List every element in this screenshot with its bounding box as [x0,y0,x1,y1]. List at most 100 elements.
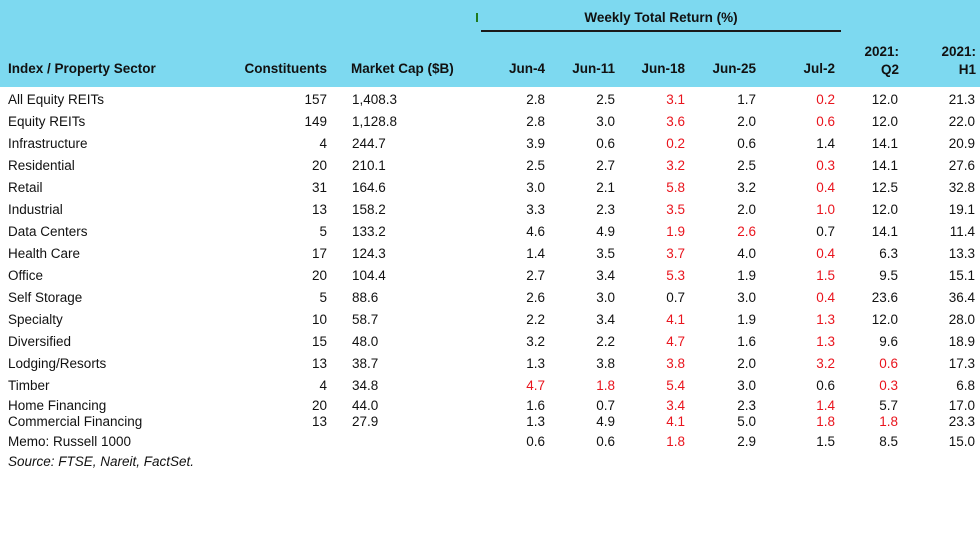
table-row: Equity REITs 149 1,128.8 2.8 3.0 3.6 2.0 0.6 12.… [0,110,980,132]
return-cell: 0.6 [879,355,898,371]
sector-cell: Timber [8,377,50,393]
return-cell: 3.9 [526,135,545,151]
sector-cell: Specialty [8,311,63,327]
return-cell: 1.4 [816,135,835,151]
sector-cell: Home Financing [8,397,107,413]
sector-cell: Retail [8,179,43,195]
market-cap-cell: 1,128.8 [352,113,398,129]
return-cell: 4.0 [737,245,756,261]
return-cell: 12.0 [871,311,898,327]
return-cell: 3.8 [666,355,685,371]
sector-cell: Data Centers [8,223,88,239]
column-header-jun-11: Jun-11 [572,61,615,76]
return-cell: 8.5 [879,434,898,449]
market-cap-cell: 58.7 [352,311,379,327]
table-row: Data Centers 5 133.2 4.6 4.9 1.9 2.6 0.7 14.1 11.… [0,220,980,242]
return-cell: 9.6 [879,333,898,349]
market-cap-cell: 44.0 [352,397,379,413]
market-cap-cell: 244.7 [352,135,386,151]
table-header: Weekly Total Return (%) Index / Property… [0,0,980,87]
constituents-cell: 13 [311,355,327,371]
return-cell: 1.4 [526,245,545,261]
return-cell: 3.0 [737,289,756,305]
return-cell: 2.1 [596,179,615,195]
return-cell: 1.8 [879,414,898,429]
market-cap-cell: 38.7 [352,355,379,371]
return-cell: 1.9 [666,223,685,239]
return-cell: 5.7 [879,397,898,413]
period-label-year: 2021: [864,44,899,59]
table-row: Retail 31 164.6 3.0 2.1 5.8 3.2 0.4 12.5 32.8 [0,176,980,198]
return-cell: 14.1 [871,135,898,151]
return-cell: 20.9 [948,135,975,151]
return-cell: 1.8 [596,377,615,393]
period-label-half: H1 [958,62,976,77]
table-row: Residential 20 210.1 2.5 2.7 3.2 2.5 0.3 14.1 27.… [0,154,980,176]
table-row: Health Care 17 124.3 1.4 3.5 3.7 4.0 0.4 6.3 13.3 [0,242,980,264]
return-cell: 1.6 [737,333,756,349]
table-row: Lodging/Resorts 13 38.7 1.3 3.8 3.8 2.0 3.2 0.6 1… [0,352,980,374]
return-cell: 13.3 [948,245,975,261]
column-header-jun-4: Jun-4 [508,61,545,76]
return-cell: 12.5 [871,179,898,195]
return-cell: 5.3 [666,267,685,283]
sector-cell: All Equity REITs [8,91,105,107]
return-cell: 2.0 [737,355,756,371]
return-cell: 2.5 [526,157,545,173]
market-cap-cell: 48.0 [352,333,379,349]
return-cell: 0.7 [816,223,835,239]
return-cell: 1.8 [816,414,835,429]
return-cell: 2.0 [737,201,756,217]
return-cell: 27.6 [948,157,975,173]
return-cell: 21.3 [948,91,975,107]
return-cell: 4.7 [666,333,685,349]
return-cell: 2.3 [737,397,756,413]
return-cell: 1.0 [816,201,835,217]
return-cell: 4.9 [596,223,615,239]
table-row: Office 20 104.4 2.7 3.4 5.3 1.9 1.5 9.5 15.1 [0,264,980,286]
return-cell: 2.7 [526,267,545,283]
sector-cell: Health Care [8,245,81,261]
return-cell: 0.2 [816,91,835,107]
return-cell: 4.1 [666,311,685,327]
return-cell: 1.9 [737,267,756,283]
sector-cell: Memo: Russell 1000 [8,434,132,449]
return-cell: 1.9 [737,311,756,327]
return-cell: 1.5 [816,434,835,449]
market-cap-cell: 1,408.3 [352,91,398,107]
constituents-cell: 20 [311,267,327,283]
return-cell: 3.0 [737,377,756,393]
return-cell: 0.7 [596,397,615,413]
column-header-constituents: Constituents [244,61,328,76]
return-cell: 3.6 [666,113,685,129]
market-cap-cell: 133.2 [352,223,386,239]
column-header-sector: Index / Property Sector [8,61,156,76]
return-cell: 1.8 [666,434,685,449]
return-cell: 2.9 [737,434,756,449]
return-cell: 3.4 [596,267,615,283]
column-header-jul-2: Jul-2 [803,61,835,76]
return-cell: 12.0 [871,91,898,107]
return-cell: 6.3 [879,245,898,261]
return-cell: 14.1 [871,223,898,239]
return-cell: 19.1 [948,201,975,217]
return-cell: 23.6 [871,289,898,305]
sector-cell: Office [8,267,44,283]
return-cell: 5.0 [737,414,756,429]
return-cell: 3.2 [666,157,685,173]
constituents-cell: 5 [319,223,327,239]
return-cell: 1.3 [816,333,835,349]
return-cell: 3.3 [526,201,545,217]
market-cap-cell: 124.3 [352,245,386,261]
return-cell: 17.3 [948,355,975,371]
sector-cell: Industrial [8,201,63,217]
return-cell: 3.0 [596,289,615,305]
return-cell: 3.2 [816,355,835,371]
return-cell: 3.8 [596,355,615,371]
return-cell: 3.0 [596,113,615,129]
return-cell: 1.7 [737,91,756,107]
table-row: Infrastructure 4 244.7 3.9 0.6 0.2 0.6 1.4 14.1 2… [0,132,980,154]
return-cell: 12.0 [871,113,898,129]
return-cell: 2.2 [526,311,545,327]
